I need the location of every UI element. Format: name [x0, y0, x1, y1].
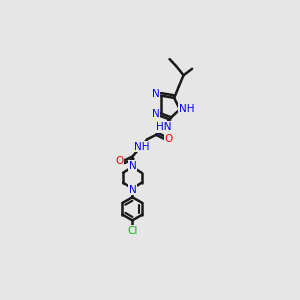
Text: N: N — [129, 184, 136, 195]
Text: N: N — [129, 161, 136, 171]
Text: NH: NH — [178, 103, 194, 113]
Text: N: N — [152, 109, 160, 119]
Text: NH: NH — [134, 142, 150, 152]
Text: HN: HN — [155, 122, 171, 132]
Text: O: O — [116, 155, 124, 166]
Text: Cl: Cl — [127, 226, 137, 236]
Text: O: O — [164, 134, 173, 144]
Text: N: N — [152, 89, 160, 99]
